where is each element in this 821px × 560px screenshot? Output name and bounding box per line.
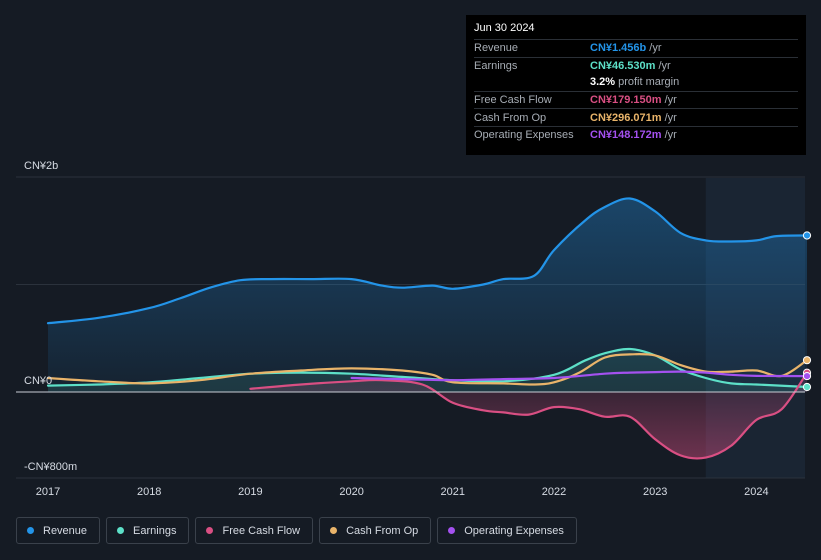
legend-label: Cash From Op: [346, 524, 419, 537]
legend-label: Revenue: [43, 524, 88, 537]
tooltip-row: Free Cash Flow CN¥179.150m/yr: [474, 90, 798, 109]
legend-item-operating-expenses[interactable]: Operating Expenses: [437, 517, 577, 544]
free-cash-flow-line: [249, 371, 809, 460]
x-tick-label: 2017: [36, 486, 60, 498]
cash-from-op-endpoint: [802, 356, 812, 365]
tooltip-row-value: CN¥1.456b: [590, 42, 647, 55]
free-cash-flow-area: [250, 372, 807, 459]
earnings-endpoint: [802, 382, 812, 392]
tooltip-row-value: CN¥296.071m: [590, 111, 662, 124]
legend-item-earnings[interactable]: Earnings: [106, 517, 190, 544]
legend-label: Earnings: [133, 524, 177, 537]
legend-dot-icon: [27, 527, 34, 534]
y-tick-label: -CN¥800m: [24, 461, 77, 473]
x-tick-label: 2024: [744, 486, 768, 498]
tooltip-row-value: 3.2%: [590, 76, 616, 89]
tooltip-row: Earnings CN¥46.530m/yr: [474, 56, 798, 75]
tooltip-row-label: Operating Expenses: [474, 129, 574, 142]
tooltip-row-unit: /yr: [658, 59, 671, 72]
tooltip-rows: Revenue CN¥1.456b/yr Earnings CN¥46.530m/yr…: [474, 39, 798, 144]
tooltip-panel: Jun 30 2024 Revenue CN¥1.456b/yr Earnings C…: [466, 15, 806, 155]
tooltip-row-unit: /yr: [664, 129, 677, 142]
revenue-endpoint: [802, 231, 812, 240]
x-axis-labels: 2017 2018 2019 2020 2021 2022 2023 2024: [36, 486, 769, 498]
tooltip-row-unit: /yr: [649, 42, 662, 55]
legend-item-cash-from-op[interactable]: Cash From Op: [319, 517, 432, 544]
legend-label: Free Cash Flow: [222, 524, 301, 537]
tooltip-row-label: Free Cash Flow: [474, 94, 552, 107]
tooltip-row-value: CN¥46.530m: [590, 59, 656, 72]
x-tick-label: 2020: [339, 486, 363, 498]
revenue-area: [48, 198, 807, 392]
x-tick-label: 2022: [542, 486, 566, 498]
series-lines: [16, 197, 809, 460]
tooltip-row-label: Earnings: [474, 59, 518, 72]
legend-item-free-cash-flow[interactable]: Free Cash Flow: [195, 517, 314, 544]
tooltip-row-unit: /yr: [664, 111, 677, 124]
tooltip-row-value: CN¥148.172m: [590, 129, 662, 142]
operating-expenses-endpoint: [802, 371, 812, 381]
tooltip-row-value: CN¥179.150m: [590, 94, 662, 107]
revenue-line: [46, 197, 809, 325]
x-tick-label: 2023: [643, 486, 667, 498]
legend-dot-icon: [117, 527, 125, 534]
series-endpoints: [802, 231, 812, 392]
earnings-area: [48, 348, 807, 392]
y-tick-label: CN¥0: [24, 375, 52, 387]
tooltip-row-unit: /yr: [664, 94, 677, 107]
tooltip-row-label: Revenue: [474, 42, 519, 55]
legend-item-revenue[interactable]: Revenue: [16, 517, 101, 544]
chart-legend: Revenue Earnings Free Cash Flow Cash From O…: [16, 517, 577, 546]
series-areas: [48, 198, 807, 459]
tooltip-row: 3.2% profit margin: [474, 74, 798, 91]
legend-dot-icon: [330, 527, 338, 534]
tooltip-date: Jun 30 2024: [474, 22, 535, 34]
legend-dot-icon: [206, 527, 214, 534]
cash-from-op-line: [46, 352, 809, 386]
legend-label: Operating Expenses: [464, 524, 564, 537]
tooltip-row: Revenue CN¥1.456b/yr: [474, 39, 798, 57]
x-tick-label: 2019: [238, 486, 262, 498]
tooltip-row: Cash From Op CN¥296.071m/yr: [474, 108, 798, 126]
tooltip-row-unit: profit margin: [618, 76, 680, 89]
y-tick-label: CN¥2b: [24, 160, 58, 172]
x-tick-label: 2018: [137, 486, 161, 498]
y-axis-labels: CN¥2b CN¥0 -CN¥800m: [24, 160, 77, 473]
tooltip-row: Operating Expenses CN¥148.172m/yr: [474, 125, 798, 144]
legend-dot-icon: [448, 527, 456, 534]
tooltip-row-label: Cash From Op: [474, 111, 547, 124]
operating-expenses-line: [350, 370, 809, 382]
x-tick-label: 2021: [441, 486, 465, 498]
